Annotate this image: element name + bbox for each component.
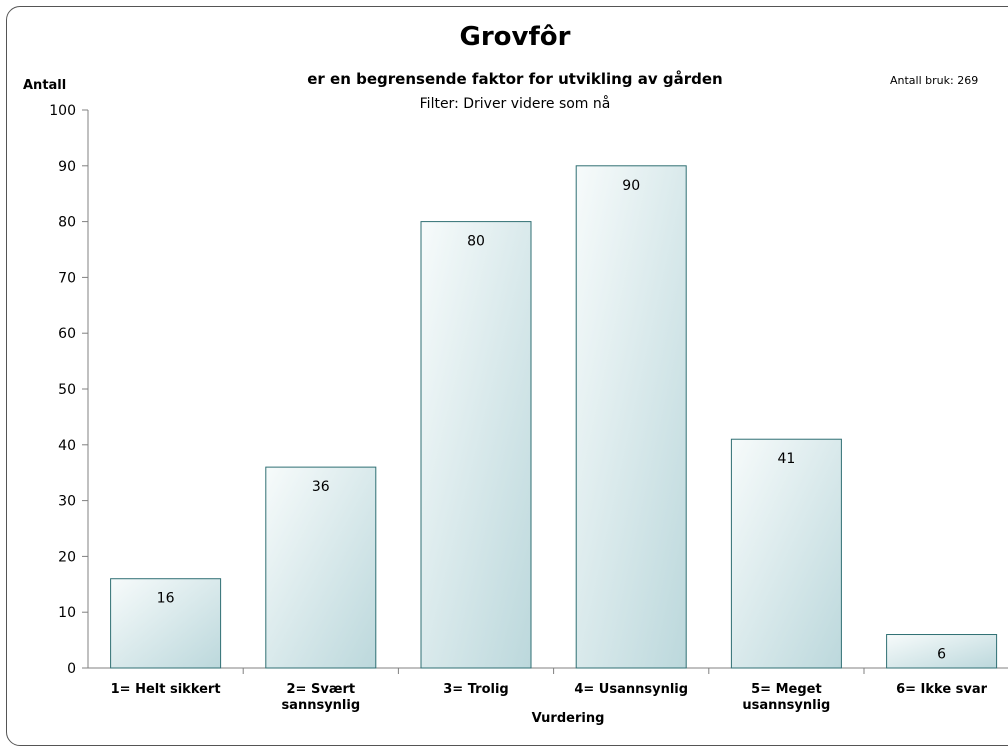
y-tick-label: 90 bbox=[58, 159, 76, 175]
x-tick-label: 6= Ikke svar bbox=[896, 682, 988, 697]
y-tick-label: 60 bbox=[58, 326, 76, 342]
bar bbox=[420, 221, 532, 669]
bar bbox=[730, 438, 842, 669]
x-tick-label: 4= Usannsynlig bbox=[574, 682, 688, 697]
x-tick-label: 2= Svært sannsynlig bbox=[281, 682, 360, 713]
chart-subtitle: er en begrensende faktor for utvikling a… bbox=[307, 70, 723, 88]
x-axis-label: Vurdering bbox=[532, 711, 605, 726]
bars bbox=[110, 165, 998, 669]
y-tick-label: 100 bbox=[49, 103, 76, 119]
data-labels: 16 1= Helt sikkert 36 2= Svært sannsynlig 80 3… bbox=[111, 178, 988, 713]
y-tick-label: 10 bbox=[58, 605, 76, 621]
bar bbox=[886, 634, 998, 669]
y-tick-label: 20 bbox=[58, 549, 76, 565]
y-tick-label: 40 bbox=[58, 438, 76, 454]
x-tick-label: 3= Trolig bbox=[443, 682, 508, 697]
y-tick-label: 80 bbox=[58, 215, 76, 231]
chart-filter-text: Filter: Driver videre som nå bbox=[419, 96, 611, 112]
bar-value-label: 6 bbox=[937, 647, 946, 663]
sample-size-note: Antall bruk: 269 bbox=[890, 74, 979, 87]
axes: 0 10 20 30 40 50 60 70 80 90 100 bbox=[49, 103, 1008, 677]
bar-value-label: 90 bbox=[622, 178, 640, 194]
bar-chart: 0 10 20 30 40 50 60 70 80 90 100 16 1= Helt sikkert… bbox=[49, 103, 1008, 726]
bar bbox=[265, 466, 377, 669]
y-tick-label: 50 bbox=[58, 382, 76, 398]
y-tick-label: 0 bbox=[67, 661, 76, 677]
y-tick-label: 70 bbox=[58, 270, 76, 286]
bar bbox=[110, 578, 222, 669]
x-tick-label: 1= Helt sikkert bbox=[111, 682, 221, 697]
chart-title: Grovfôr bbox=[459, 22, 571, 52]
y-axis-label: Antall bbox=[23, 78, 67, 93]
bar-value-label: 41 bbox=[777, 451, 795, 467]
bar-value-label: 36 bbox=[312, 479, 330, 495]
bar-value-label: 80 bbox=[467, 234, 485, 250]
bar bbox=[575, 165, 687, 669]
bar-value-label: 16 bbox=[157, 591, 175, 607]
y-tick-label: 30 bbox=[58, 494, 76, 510]
x-tick-label: 5= Meget usannsynlig bbox=[742, 682, 830, 713]
